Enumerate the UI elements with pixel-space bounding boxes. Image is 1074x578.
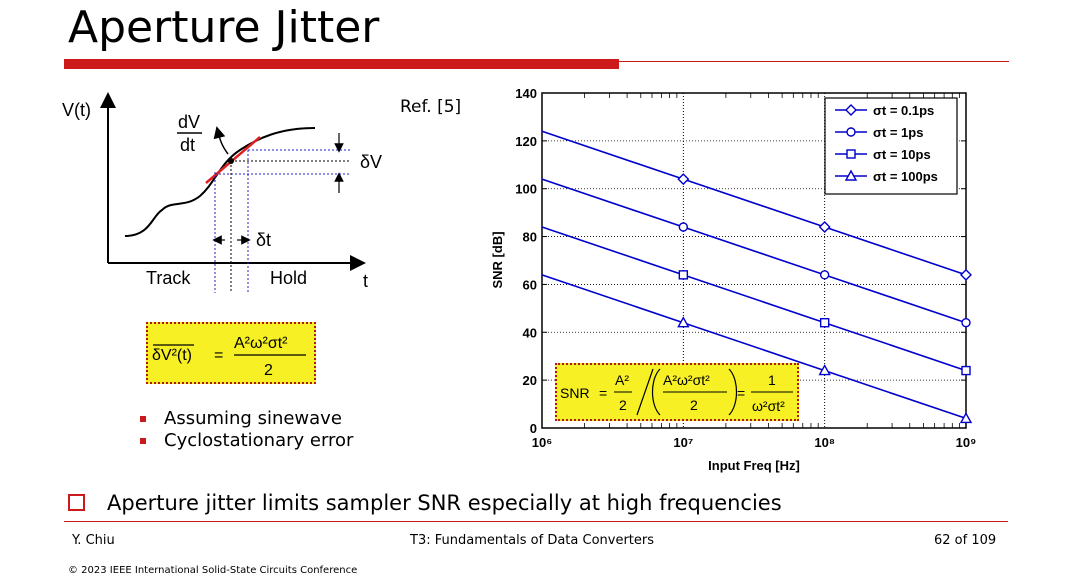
snr-chart: 0 20 40 60 80 100 120 140 10⁶ 10⁷ 10⁸ 10⁹ Input Fre… <box>490 86 976 473</box>
chart-ytick-label: 60 <box>523 277 537 292</box>
chart-point <box>818 364 831 376</box>
slope-denominator: dt <box>180 135 195 155</box>
footer-rule-line <box>64 521 1008 522</box>
title-accent-bar <box>64 59 619 69</box>
formula2-result-den: ω²σt² <box>752 398 785 414</box>
snr-formula-box: SNR = A² 2 A²ω²σt² 2 = 1 ω²σt² <box>555 363 799 421</box>
legend-label: σt = 0.1ps <box>873 103 934 118</box>
chart-ticks: 0 20 40 60 80 100 120 140 10⁶ 10⁷ 10⁸ 10⁹ <box>515 86 976 450</box>
diagram-x-label: t <box>363 271 368 291</box>
title-rule-line <box>619 61 1009 62</box>
chart-point <box>819 270 830 280</box>
signal-curve <box>124 127 316 237</box>
formula2-term2-num: A²ω²σt² <box>663 372 710 388</box>
legend-label: σt = 10ps <box>873 147 931 162</box>
delta-t-label: δt <box>256 230 271 250</box>
formula1-lhs: δV²(t) <box>152 347 192 364</box>
jitter-formula-box: δV²(t) = A²ω²σt² 2 <box>146 322 316 384</box>
chart-xtick-label: 10⁹ <box>956 435 977 450</box>
chart-ytick-label: 140 <box>515 86 537 101</box>
footer-page-number: 62 of 109 <box>934 533 997 548</box>
legend-marker <box>846 149 856 159</box>
slope-arrow <box>213 126 229 155</box>
chart-point <box>677 173 690 186</box>
formula1-denominator: 2 <box>264 362 273 379</box>
bullet-item: Assuming sinewave <box>138 408 353 430</box>
legend-label: σt = 1ps <box>873 125 923 140</box>
footer-course: T3: Fundamentals of Data Converters <box>410 533 655 548</box>
chart-series-line <box>541 130 967 276</box>
chart-point <box>959 411 973 424</box>
track-label: Track <box>146 268 191 288</box>
chart-ytick-label: 0 <box>530 421 537 436</box>
svg-text:=: = <box>599 385 607 401</box>
chart-point <box>818 221 831 233</box>
reference-label: Ref. [5] <box>400 97 462 117</box>
chart-xtick-label: 10⁷ <box>673 435 693 450</box>
chart-point <box>678 222 689 232</box>
formula2-lhs: SNR <box>560 385 590 401</box>
svg-text:=: = <box>737 385 745 401</box>
bullet-list: Assuming sinewave Cyclostationary error <box>138 408 353 452</box>
delta-v-label: δV <box>360 152 382 172</box>
legend-marker <box>844 169 858 181</box>
chart-legend-items: σt = 0.1ps σt = 1ps σt = 10ps σt = 100ps <box>835 103 938 184</box>
chart-ytick-label: 120 <box>515 134 537 149</box>
formula2-term2-den: 2 <box>690 397 698 413</box>
slide-title: Aperture Jitter <box>68 2 380 53</box>
footer-copyright: © 2023 IEEE International Solid-State Ci… <box>68 565 358 576</box>
chart-ytick-label: 80 <box>523 230 537 245</box>
legend-marker <box>846 127 856 137</box>
chart-xlabel: Input Freq [Hz] <box>708 458 800 473</box>
formula1-numerator: A²ω²σt² <box>234 335 288 352</box>
chart-series-line <box>541 178 967 324</box>
checkbox-square-icon <box>68 494 85 511</box>
chart-series-line <box>541 274 967 420</box>
slope-numerator: dV <box>178 112 200 132</box>
bullet-item: Cyclostationary error <box>138 430 353 452</box>
main-point: Aperture jitter limits sampler SNR espec… <box>68 489 782 517</box>
chart-point <box>678 270 689 280</box>
chart-series-line <box>541 226 967 372</box>
chart-xtick-label: 10⁸ <box>814 435 835 450</box>
chart-point <box>961 318 971 328</box>
chart-ytick-label: 20 <box>523 373 537 388</box>
chart-point <box>677 316 690 328</box>
main-point-text: Aperture jitter limits sampler SNR espec… <box>107 491 782 515</box>
formula2-term1-num: A² <box>615 372 629 388</box>
legend-label: σt = 100ps <box>873 169 938 184</box>
sample-hold-diagram: V(t) t dV dt δV δt Track Hold <box>62 92 382 293</box>
chart-point <box>960 268 972 281</box>
chart-ytick-label: 100 <box>515 182 537 197</box>
chart-point <box>961 365 971 376</box>
chart-plot-area <box>541 92 967 429</box>
hold-label: Hold <box>270 268 307 288</box>
footer-author: Y. Chiu <box>72 533 115 548</box>
formula2-result-num: 1 <box>768 372 776 388</box>
diagram-y-label: V(t) <box>62 100 91 120</box>
chart-ytick-label: 40 <box>523 325 537 340</box>
chart-series <box>541 130 973 424</box>
chart-point <box>819 318 830 328</box>
chart-ylabel: SNR [dB] <box>490 231 505 288</box>
legend-marker <box>845 104 857 116</box>
chart-xtick-label: 10⁶ <box>532 435 552 450</box>
svg-text:=: = <box>214 347 223 364</box>
formula2-term1-den: 2 <box>619 397 627 413</box>
